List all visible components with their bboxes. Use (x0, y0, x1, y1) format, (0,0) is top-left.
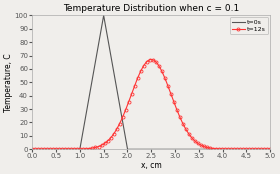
t=12s (150, 58, 153, 61)
t=0s (238, 148, 242, 150)
t=12s (264, 148, 267, 150)
t=12s (72, 148, 75, 150)
Y-axis label: Temperature, C: Temperature, C (4, 53, 13, 112)
t=0s (269, 148, 272, 150)
Title: Temperature Distribution when c = 0.1: Temperature Distribution when c = 0.1 (63, 4, 239, 13)
t=12s (31, 148, 34, 150)
Line: t=12s: t=12s (31, 58, 272, 151)
t=12s (238, 148, 242, 150)
X-axis label: x, cm: x, cm (141, 161, 162, 170)
t=0s (72, 148, 75, 150)
t=0s (102, 14, 105, 17)
t=12s (122, 114, 125, 116)
t=0s (132, 148, 136, 150)
t=0s (122, 126, 125, 129)
t=0s (31, 148, 34, 150)
Legend: t=0s, t=12s: t=0s, t=12s (230, 17, 269, 34)
t=0s (58, 148, 61, 150)
t=12s (132, 87, 136, 89)
Line: t=0s: t=0s (32, 15, 270, 149)
t=0s (264, 148, 267, 150)
t=12s (269, 148, 272, 150)
t=12s (58, 148, 61, 150)
